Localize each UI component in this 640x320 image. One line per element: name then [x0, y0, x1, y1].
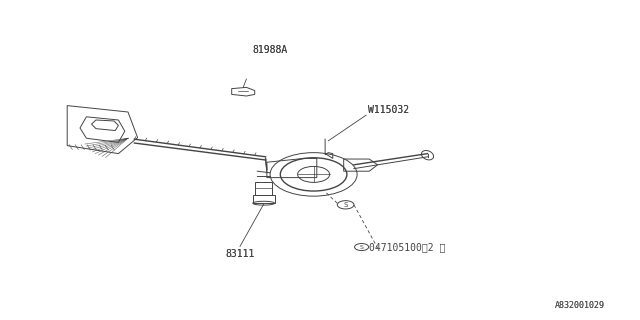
- Text: 83111: 83111: [225, 249, 255, 260]
- Text: 83111: 83111: [225, 249, 255, 260]
- Text: W115032: W115032: [368, 105, 409, 116]
- Text: 81988A: 81988A: [253, 44, 288, 55]
- Text: S: S: [360, 244, 364, 250]
- Text: A832001029: A832001029: [555, 301, 605, 310]
- Text: S: S: [344, 202, 348, 208]
- Text: 81988A: 81988A: [253, 44, 288, 55]
- Text: A832001029: A832001029: [555, 301, 605, 310]
- Text: W115032: W115032: [368, 105, 409, 116]
- Text: 047105100（2 ）: 047105100（2 ）: [369, 242, 445, 252]
